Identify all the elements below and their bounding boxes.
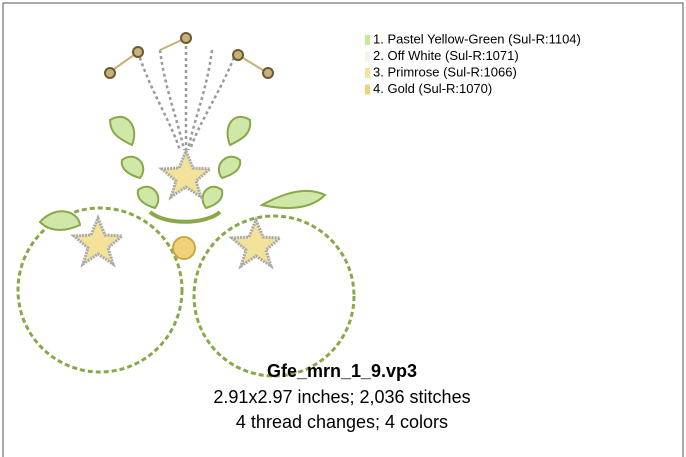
flowers xyxy=(70,147,284,270)
thread-swatch xyxy=(365,84,370,95)
thread-legend: 1. Pastel Yellow-Green (Sul-R:1104) 2. Of… xyxy=(365,31,581,96)
beads xyxy=(104,32,274,79)
thread-info: 4 thread changes; 4 colors xyxy=(236,412,448,432)
embroidery-preview xyxy=(16,32,356,378)
thread-label: 4. Gold (Sul-R:1070) xyxy=(373,81,492,96)
thread-label: 2. Off White (Sul-R:1071) xyxy=(373,48,519,63)
arc xyxy=(148,210,222,224)
size-info: 2.91x2.97 inches; 2,036 stitches xyxy=(213,387,470,407)
leaves xyxy=(38,115,327,231)
thread-label: 1. Pastel Yellow-Green (Sul-R:1104) xyxy=(373,31,581,46)
thread-swatch xyxy=(365,68,370,78)
thread-swatch xyxy=(365,35,370,45)
thread-label: 3. Primrose (Sul-R:1066) xyxy=(373,64,517,79)
center-dot xyxy=(172,236,196,260)
left-circle xyxy=(16,206,184,374)
thread-swatch xyxy=(365,51,370,62)
filename: Gfe_mrn_1_9.vp3 xyxy=(267,361,417,381)
right-circle xyxy=(192,214,356,378)
stems xyxy=(136,40,238,151)
